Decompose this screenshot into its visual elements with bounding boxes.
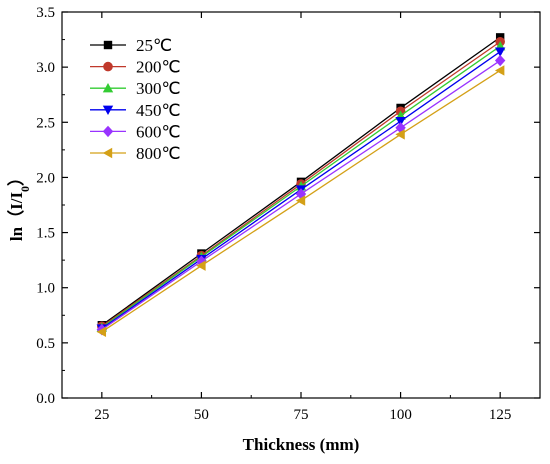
x-tick-label: 75 bbox=[294, 407, 309, 423]
y-tick-label: 3.0 bbox=[36, 60, 55, 76]
y-tick-label: 1.5 bbox=[36, 226, 55, 242]
legend-marker bbox=[102, 125, 114, 138]
y-tick-label: 0.5 bbox=[36, 336, 55, 352]
legend-marker bbox=[102, 105, 114, 115]
legend-label: 600℃ bbox=[136, 122, 181, 141]
legend-marker bbox=[103, 40, 113, 50]
plot-frame bbox=[61, 11, 541, 399]
x-tick-label: 50 bbox=[194, 407, 209, 423]
legend-label: 300℃ bbox=[136, 79, 181, 98]
legend-item-4: 600℃ bbox=[90, 122, 181, 141]
y-tick-label: 2.5 bbox=[36, 115, 55, 131]
data-point bbox=[96, 326, 107, 338]
x-axis-title: Thickness (mm) bbox=[243, 435, 360, 454]
x-tick-label: 100 bbox=[389, 407, 412, 423]
x-tick-label: 25 bbox=[94, 407, 109, 423]
legend-label: 800℃ bbox=[136, 144, 181, 163]
y-axis-title-subscript: 0 bbox=[18, 186, 32, 192]
legend-item-2: 300℃ bbox=[90, 79, 181, 98]
series-layer bbox=[96, 33, 506, 338]
y-axis-title: ln（I/I0） bbox=[6, 169, 32, 241]
legend-item-5: 800℃ bbox=[90, 144, 181, 163]
data-point bbox=[395, 129, 405, 140]
series-5 bbox=[96, 65, 505, 338]
data-point bbox=[494, 54, 506, 67]
legend-item-3: 450℃ bbox=[90, 101, 181, 120]
data-point bbox=[494, 65, 505, 76]
data-point bbox=[295, 195, 306, 206]
data-point bbox=[196, 260, 206, 271]
y-axis-title-close: ） bbox=[6, 169, 26, 186]
y-axis-title-main: ln（I/I bbox=[6, 192, 26, 242]
y-tick-label: 3.5 bbox=[36, 5, 55, 21]
axes: 25 50 75 100 125 0.0 0.5 1.0 1.5 2.0 2.5 3.0 3.5 bbox=[36, 5, 541, 423]
y-tick-label: 2.0 bbox=[36, 170, 55, 186]
legend-label: 450℃ bbox=[136, 101, 181, 120]
legend-marker bbox=[102, 83, 114, 93]
data-point bbox=[494, 47, 506, 57]
legend-label: 200℃ bbox=[136, 58, 181, 77]
legend-marker bbox=[103, 61, 113, 72]
legend: 25℃ 200℃ 300℃ 450℃ 600℃ 800℃ bbox=[90, 36, 181, 163]
y-tick-label: 0.0 bbox=[36, 391, 55, 407]
data-point bbox=[395, 116, 406, 127]
series-4 bbox=[96, 54, 506, 336]
legend-item-1: 200℃ bbox=[90, 58, 181, 77]
legend-marker bbox=[102, 147, 113, 159]
legend-item-0: 25℃ bbox=[90, 36, 172, 55]
x-tick-label: 125 bbox=[489, 407, 512, 423]
legend-label: 25℃ bbox=[136, 36, 172, 55]
y-tick-label: 1.0 bbox=[36, 281, 55, 297]
